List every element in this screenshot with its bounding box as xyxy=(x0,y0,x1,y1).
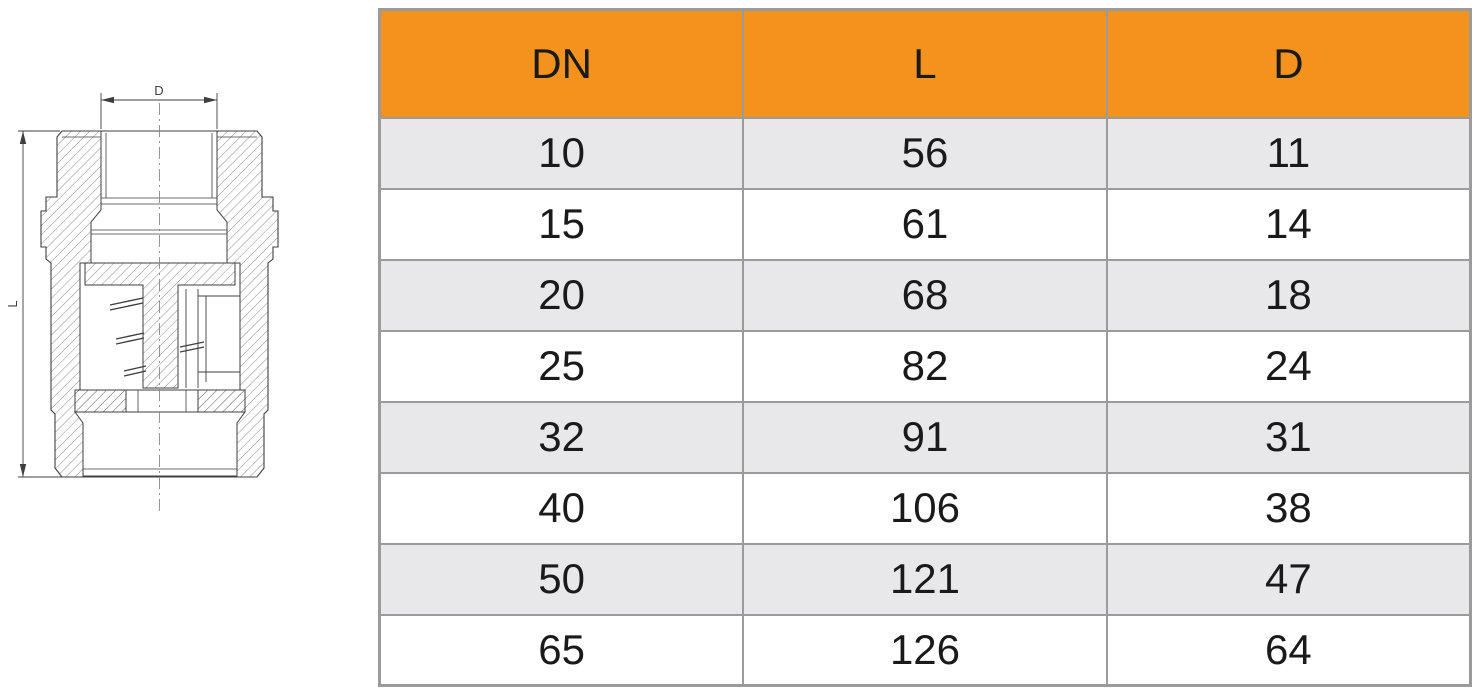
disc-guide xyxy=(185,289,240,388)
table-cell: 32 xyxy=(378,400,745,474)
valve-disc xyxy=(125,389,199,413)
dimension-table: DN L D 10 56 11 15 61 14 20 68 18 25 xyxy=(378,8,1472,687)
table-cell: 25 xyxy=(378,329,745,403)
table-cell: 10 xyxy=(378,116,745,190)
table-cell: 38 xyxy=(1105,471,1472,545)
column-header-dn: DN xyxy=(378,8,745,119)
table-cell: 24 xyxy=(1105,329,1472,403)
table-cell: 15 xyxy=(378,187,745,261)
table-cell: 121 xyxy=(742,542,1108,616)
table-cell: 18 xyxy=(1105,258,1472,332)
table-row: 32 91 31 xyxy=(378,400,1472,474)
top-thread-lines xyxy=(62,133,257,235)
table-cell: 31 xyxy=(1105,400,1472,474)
table-cell: 106 xyxy=(742,471,1108,545)
table-cell: 64 xyxy=(1105,613,1472,687)
column-header-l: L xyxy=(742,8,1108,119)
table-cell: 50 xyxy=(378,542,745,616)
table-row: 65 126 64 xyxy=(378,613,1472,687)
dim-label-l: L xyxy=(5,300,20,307)
valve-section-drawing: D L xyxy=(5,83,279,512)
table-cell: 82 xyxy=(742,329,1108,403)
table-cell: 126 xyxy=(742,613,1108,687)
table-cell: 40 xyxy=(378,471,745,545)
header-row: DN L D xyxy=(378,8,1472,119)
table-header: DN L D xyxy=(378,8,1472,119)
table-row: 50 121 47 xyxy=(378,542,1472,616)
table-cell: 14 xyxy=(1105,187,1472,261)
dimension-line-d: D xyxy=(100,83,218,129)
table-cell: 91 xyxy=(742,400,1108,474)
column-header-d: D xyxy=(1105,8,1472,119)
table-cell: 61 xyxy=(742,187,1108,261)
table-cell: 47 xyxy=(1105,542,1472,616)
table-row: 40 106 38 xyxy=(378,471,1472,545)
table-body: 10 56 11 15 61 14 20 68 18 25 82 24 32 9 xyxy=(378,116,1472,687)
table-cell: 56 xyxy=(742,116,1108,190)
spring-coils xyxy=(109,297,205,377)
dimension-line-l: L xyxy=(5,130,64,478)
table-cell: 11 xyxy=(1105,116,1472,190)
table-cell: 20 xyxy=(378,258,745,332)
dim-label-d: D xyxy=(154,83,163,98)
top-port-bore xyxy=(90,130,228,264)
poppet-guide xyxy=(84,262,236,389)
table-row: 25 82 24 xyxy=(378,329,1472,403)
table-row: 20 68 18 xyxy=(378,258,1472,332)
table-cell: 68 xyxy=(742,258,1108,332)
table-row: 15 61 14 xyxy=(378,187,1472,261)
table-cell: 65 xyxy=(378,613,745,687)
table-row: 10 56 11 xyxy=(378,116,1472,190)
bottom-port-bore xyxy=(74,411,246,477)
